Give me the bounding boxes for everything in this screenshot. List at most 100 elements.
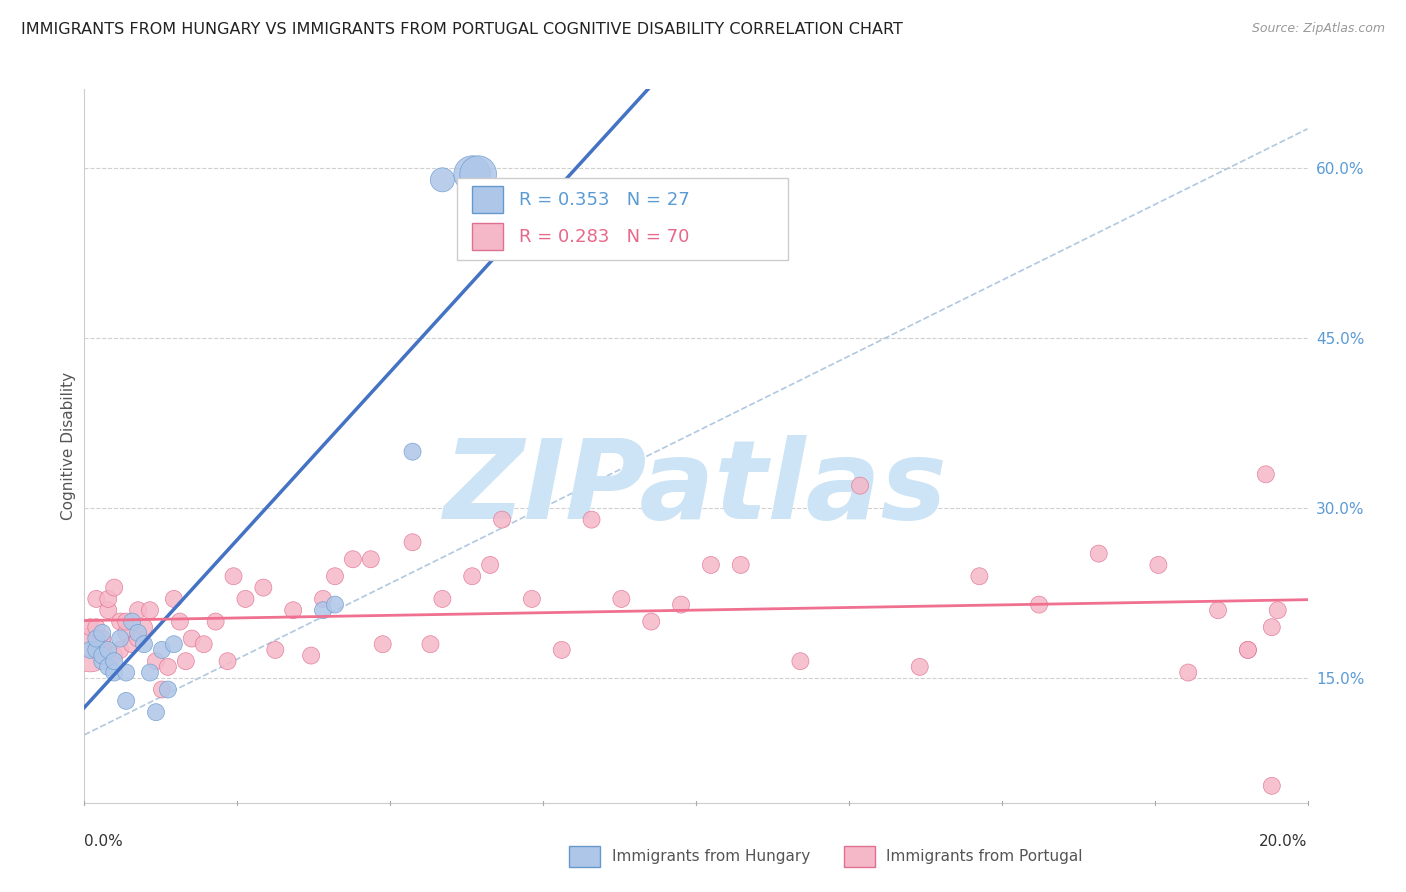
Point [360, 552, 382, 566]
Point [323, 569, 346, 583]
Point [283, 603, 305, 617]
Point [419, 637, 441, 651]
Point [115, 626, 138, 640]
Point [323, 598, 346, 612]
Text: ZIPatlas: ZIPatlas [444, 435, 948, 542]
Point [461, 167, 484, 181]
Point [401, 444, 423, 458]
Point [79, 643, 101, 657]
Point [79, 620, 101, 634]
Point [432, 173, 454, 187]
Point [156, 682, 179, 697]
Point [145, 705, 167, 719]
Point [91, 643, 114, 657]
Point [217, 654, 239, 668]
Point [520, 591, 543, 606]
Point [103, 654, 125, 668]
FancyBboxPatch shape [472, 186, 503, 213]
Point [91, 632, 114, 646]
Text: Immigrants from Portugal: Immigrants from Portugal [886, 849, 1083, 863]
Y-axis label: Cognitive Disability: Cognitive Disability [60, 372, 76, 520]
Point [312, 591, 335, 606]
Point [1237, 643, 1260, 657]
Point [84, 643, 107, 657]
Point [79, 643, 101, 657]
Point [97, 603, 120, 617]
Text: R = 0.283   N = 70: R = 0.283 N = 70 [519, 228, 689, 246]
Point [150, 682, 173, 697]
Point [91, 626, 114, 640]
Point [127, 632, 149, 646]
Point [730, 558, 752, 572]
Point [91, 654, 114, 668]
Point [97, 591, 120, 606]
Point [108, 632, 131, 646]
Point [432, 591, 454, 606]
Point [1254, 467, 1277, 482]
Point [264, 643, 287, 657]
Point [91, 648, 114, 663]
Point [610, 591, 633, 606]
Point [84, 632, 107, 646]
Point [97, 660, 120, 674]
Point [156, 660, 179, 674]
Point [139, 665, 162, 680]
Point [312, 603, 335, 617]
Point [121, 615, 143, 629]
Point [115, 615, 138, 629]
Point [139, 603, 162, 617]
Point [108, 643, 131, 657]
Point [121, 637, 143, 651]
Point [467, 167, 489, 181]
Point [84, 637, 107, 651]
Text: 0.0%: 0.0% [84, 834, 124, 849]
Point [252, 581, 274, 595]
Point [461, 569, 484, 583]
Point [479, 558, 502, 572]
Point [103, 581, 125, 595]
Point [84, 591, 107, 606]
Text: Immigrants from Hungary: Immigrants from Hungary [612, 849, 810, 863]
Point [1147, 558, 1170, 572]
Point [371, 637, 394, 651]
Point [103, 665, 125, 680]
Point [84, 620, 107, 634]
Point [1206, 603, 1229, 617]
Point [1267, 603, 1289, 617]
Point [491, 513, 513, 527]
Point [204, 615, 226, 629]
Text: IMMIGRANTS FROM HUNGARY VS IMMIGRANTS FROM PORTUGAL COGNITIVE DISABILITY CORRELA: IMMIGRANTS FROM HUNGARY VS IMMIGRANTS FR… [21, 22, 903, 37]
Point [127, 603, 149, 617]
Point [127, 626, 149, 640]
Point [640, 615, 662, 629]
Point [581, 513, 603, 527]
Point [342, 552, 364, 566]
Text: R = 0.353   N = 27: R = 0.353 N = 27 [519, 191, 689, 209]
Point [115, 694, 138, 708]
Point [1177, 665, 1199, 680]
FancyBboxPatch shape [457, 178, 787, 260]
Point [132, 637, 155, 651]
Point [163, 591, 186, 606]
Point [849, 478, 872, 492]
Point [174, 654, 197, 668]
Point [299, 648, 322, 663]
Point [700, 558, 723, 572]
Point [908, 660, 931, 674]
Point [1087, 547, 1109, 561]
Point [97, 643, 120, 657]
Point [1261, 779, 1284, 793]
Point [1261, 620, 1284, 634]
Point [180, 632, 202, 646]
Point [551, 643, 574, 657]
Point [1237, 643, 1260, 657]
Point [789, 654, 811, 668]
Point [401, 535, 423, 549]
Point [145, 654, 167, 668]
Point [669, 598, 692, 612]
Point [163, 637, 186, 651]
Point [103, 648, 125, 663]
Text: 20.0%: 20.0% [1260, 834, 1308, 849]
Point [193, 637, 215, 651]
Point [150, 643, 173, 657]
